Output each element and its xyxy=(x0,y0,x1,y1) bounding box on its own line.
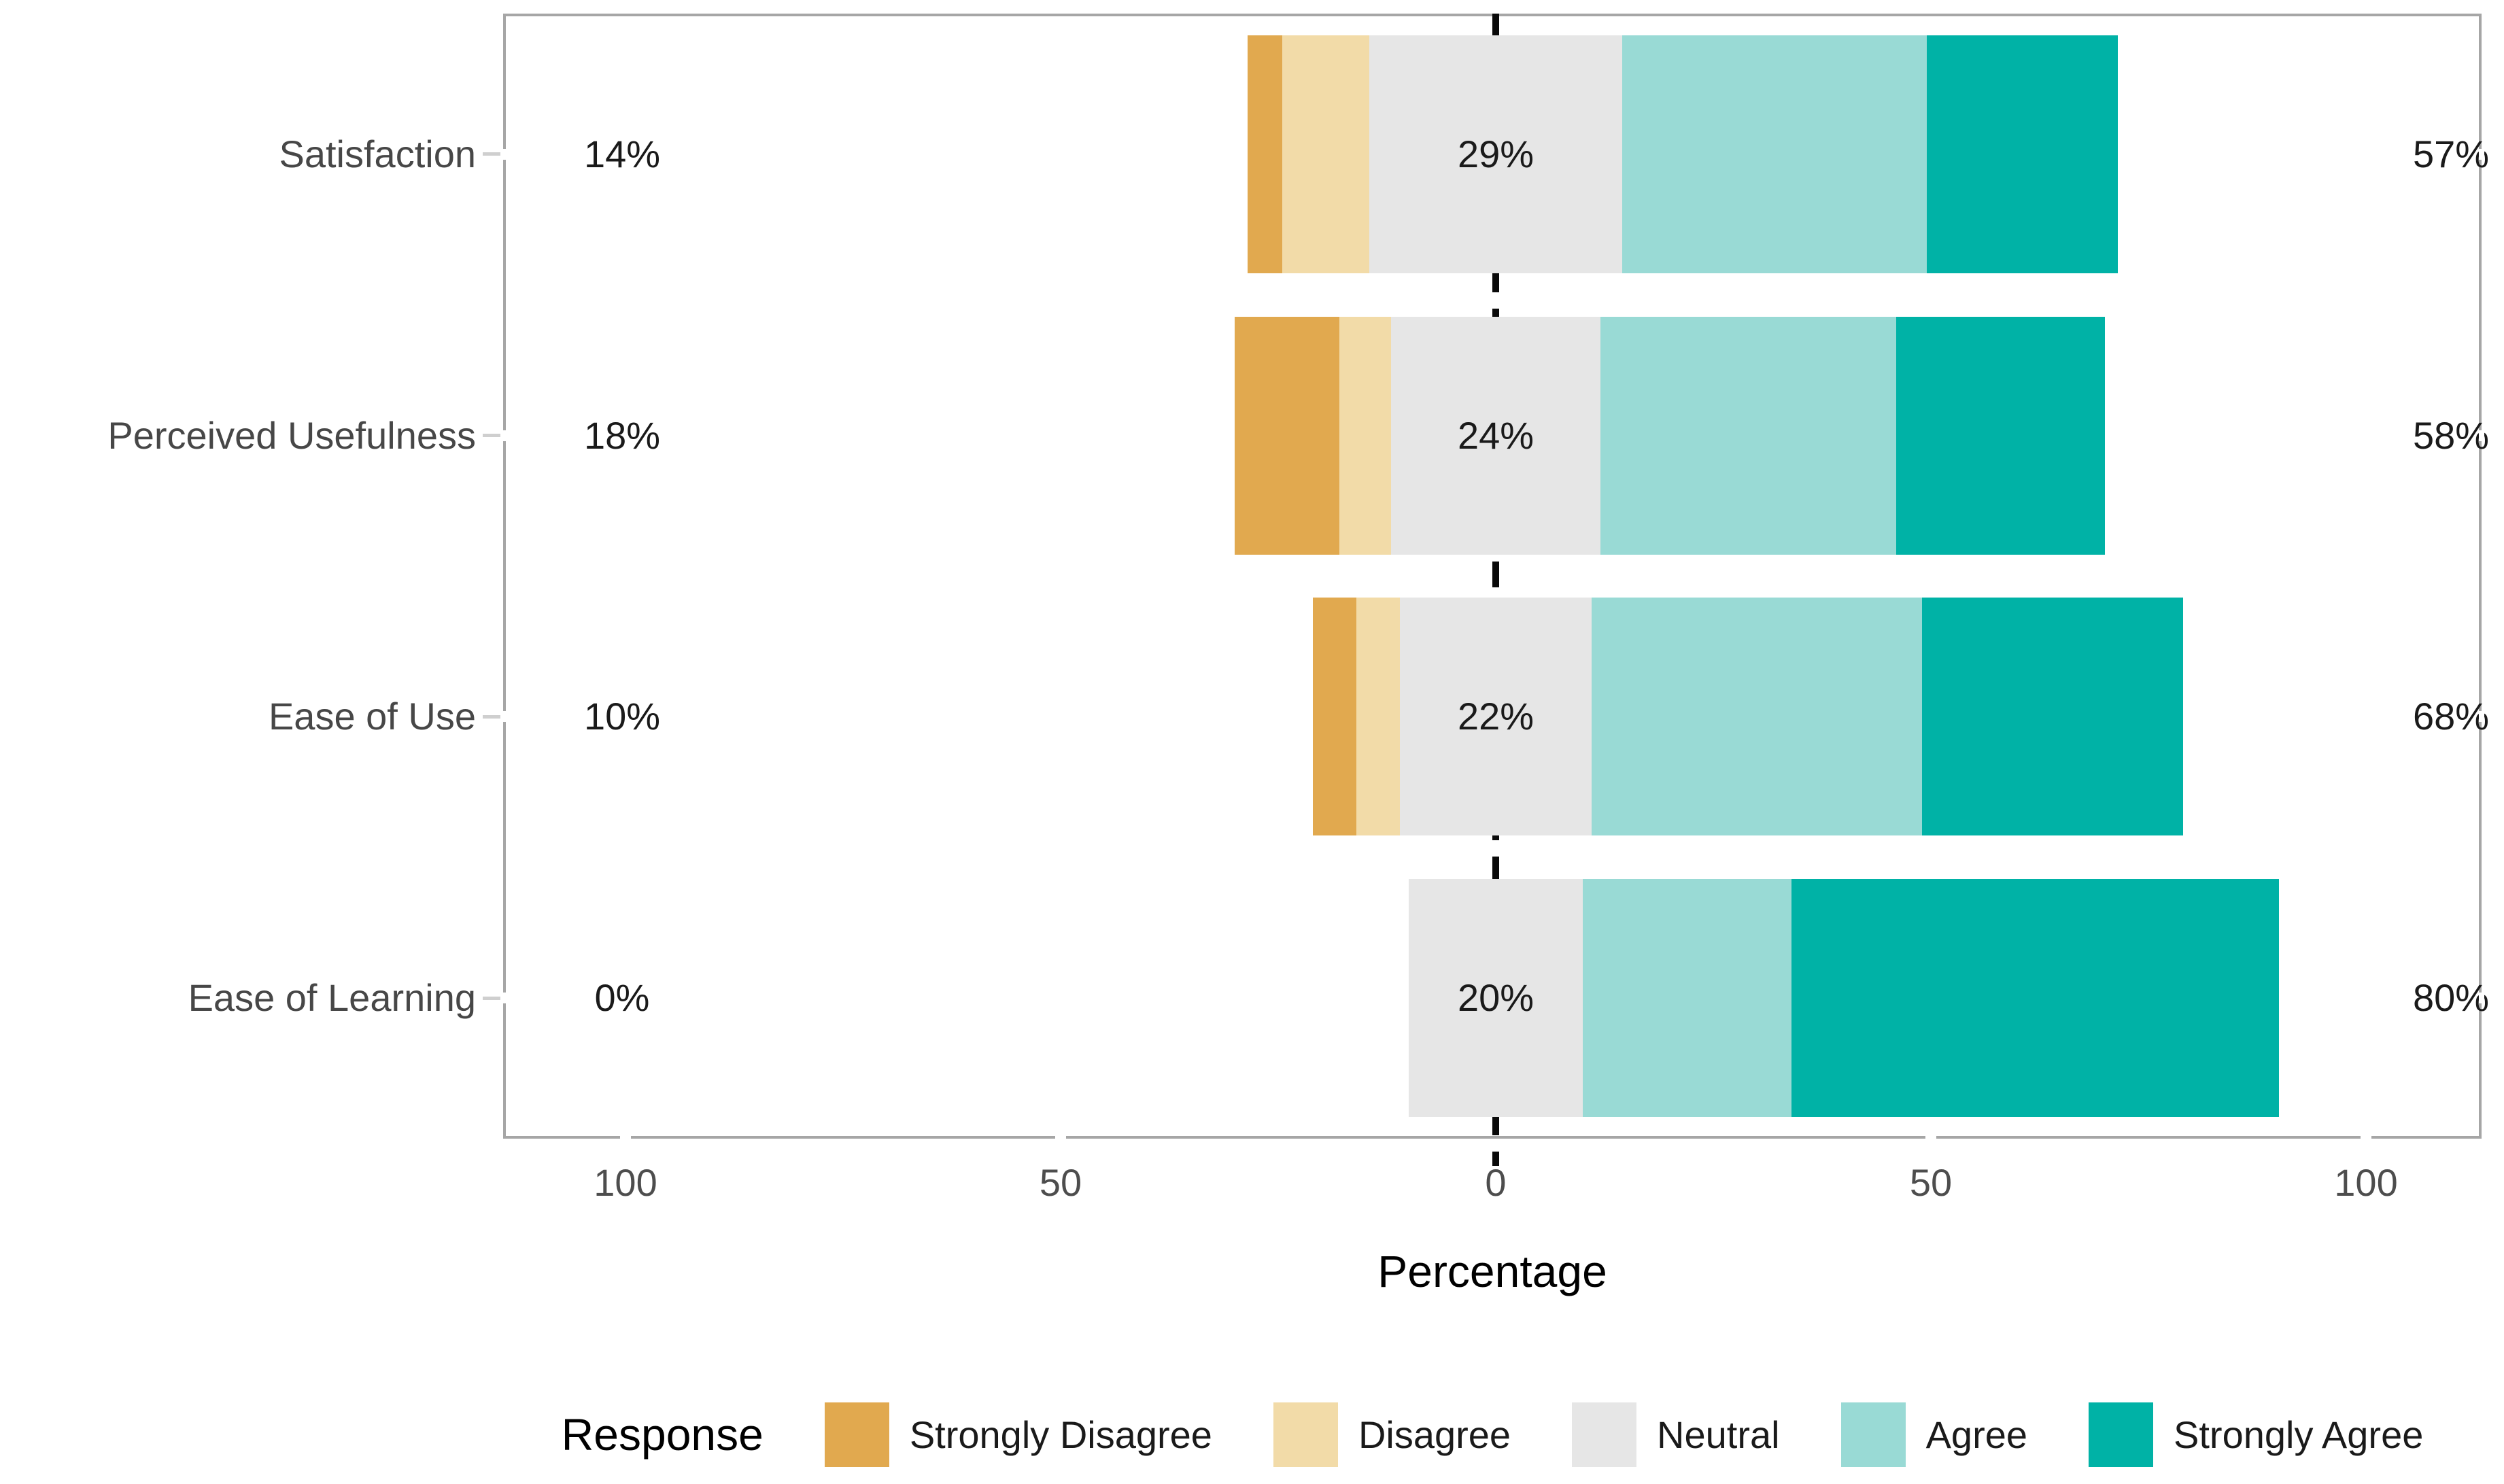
neutral-label: 22% xyxy=(1457,695,1534,738)
legend: Response Strongly Disagree Disagree Neutra… xyxy=(503,1383,2482,1484)
legend-title: Response xyxy=(561,1409,764,1460)
border-tick-notch xyxy=(500,430,506,441)
agree-total-label: 68% xyxy=(2412,695,2490,738)
bar-segment-strongly-disagree xyxy=(1235,316,1339,555)
legend-swatch-strongly-disagree-icon xyxy=(824,1402,889,1467)
disagree-total-label: 14% xyxy=(583,132,661,175)
y-axis-tick xyxy=(483,996,502,1000)
disagree-total-label: 0% xyxy=(594,976,650,1020)
x-tick-label-50-neg: 50 xyxy=(1039,1161,1082,1204)
x-tick-label-0: 0 xyxy=(1485,1161,1507,1204)
border-tick-notch xyxy=(500,711,506,723)
border-tick-notch xyxy=(500,148,506,160)
agree-total-label: 57% xyxy=(2412,132,2490,175)
bar-segment-agree xyxy=(1600,316,1896,555)
border-tick-notch xyxy=(2479,430,2484,441)
bar-segment-strongly-agree xyxy=(1896,316,2105,555)
neutral-label: 20% xyxy=(1457,976,1534,1020)
border-tick-notch xyxy=(500,993,506,1004)
bar-segment-neutral xyxy=(1400,598,1592,836)
border-tick-notch xyxy=(2479,148,2484,160)
bar-segment-agree xyxy=(1591,598,1923,836)
neutral-label: 24% xyxy=(1457,413,1534,457)
bar-segment-strongly-disagree xyxy=(1248,35,1283,273)
legend-swatch-strongly-agree-icon xyxy=(2089,1402,2154,1467)
category-label-ease-of-use: Ease of Use xyxy=(268,695,476,738)
category-label-perceived-usefulness: Perceived Usefulness xyxy=(107,413,476,457)
x-tick-label-50: 50 xyxy=(1909,1161,1953,1204)
legend-item-strongly-agree: Strongly Agree xyxy=(2089,1402,2423,1467)
zero-reference-line xyxy=(1492,14,1499,1166)
legend-label-neutral: Neutral xyxy=(1657,1413,1780,1456)
legend-swatch-disagree-icon xyxy=(1273,1402,1338,1467)
bar-segment-disagree xyxy=(1356,598,1401,836)
bar-segment-strongly-agree xyxy=(1926,35,2119,273)
border-tick-notch xyxy=(1055,1136,1066,1141)
category-label-ease-of-learning: Ease of Learning xyxy=(188,976,476,1020)
legend-swatch-neutral-icon xyxy=(1572,1402,1637,1467)
bar-segment-strongly-agree xyxy=(1791,879,2279,1118)
legend-item-neutral: Neutral xyxy=(1572,1402,1780,1467)
border-tick-notch xyxy=(2479,711,2484,723)
legend-label-strongly-disagree: Strongly Disagree xyxy=(909,1413,1212,1456)
bar-segment-agree xyxy=(1622,35,1927,273)
legend-label-strongly-agree: Strongly Agree xyxy=(2174,1413,2424,1456)
category-label-satisfaction: Satisfaction xyxy=(279,132,477,175)
legend-item-strongly-disagree: Strongly Disagree xyxy=(824,1402,1212,1467)
bar-segment-strongly-disagree xyxy=(1313,598,1357,836)
bar-segment-agree xyxy=(1583,879,1792,1118)
agree-total-label: 58% xyxy=(2412,413,2490,457)
border-tick-notch xyxy=(620,1136,631,1141)
border-tick-notch xyxy=(2479,993,2484,1004)
disagree-total-label: 10% xyxy=(583,695,661,738)
border-tick-notch xyxy=(2361,1136,2371,1141)
legend-swatch-agree-icon xyxy=(1840,1402,1906,1467)
y-axis-tick xyxy=(483,434,502,438)
bar-segment-neutral xyxy=(1409,879,1583,1118)
bar-segment-disagree xyxy=(1282,35,1370,273)
bar-segment-neutral xyxy=(1369,35,1622,273)
y-axis-tick xyxy=(483,714,502,719)
x-tick-label-100: 100 xyxy=(2334,1161,2398,1204)
disagree-total-label: 18% xyxy=(583,413,661,457)
legend-item-disagree: Disagree xyxy=(1273,1402,1511,1467)
bar-segment-disagree xyxy=(1339,316,1392,555)
legend-label-agree: Agree xyxy=(1925,1413,2028,1456)
x-axis-title: Percentage xyxy=(1377,1246,1607,1296)
legend-item-agree: Agree xyxy=(1840,1402,2028,1467)
x-tick-label-100-neg: 100 xyxy=(594,1161,657,1204)
neutral-label: 29% xyxy=(1457,132,1534,175)
agree-total-label: 80% xyxy=(2412,976,2490,1020)
bar-segment-neutral xyxy=(1391,316,1600,555)
border-tick-notch xyxy=(1925,1136,1936,1141)
bar-segment-strongly-agree xyxy=(1922,598,2184,836)
y-axis-tick xyxy=(483,152,502,156)
legend-items: Strongly Disagree Disagree Neutral Agree Str… xyxy=(824,1402,2423,1467)
legend-label-disagree: Disagree xyxy=(1358,1413,1511,1456)
